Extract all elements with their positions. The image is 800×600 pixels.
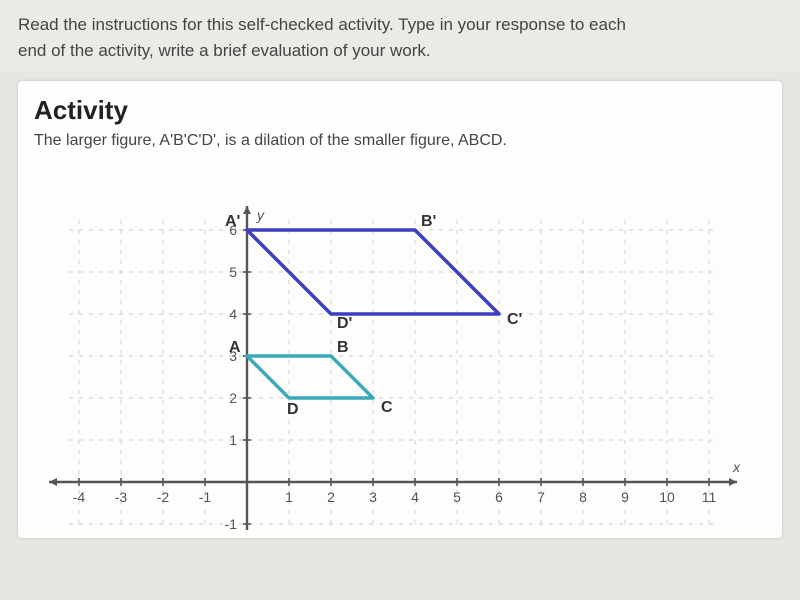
instructions-block: Read the instructions for this self-chec… (0, 0, 800, 71)
svg-text:7: 7 (537, 489, 545, 505)
svg-text:A: A (229, 339, 241, 356)
instructions-line-2: end of the activity, write a brief evalu… (18, 38, 782, 64)
svg-text:A': A' (225, 213, 240, 230)
svg-text:4: 4 (229, 306, 237, 322)
svg-text:5: 5 (453, 489, 461, 505)
coordinate-graph: -4-3-2-11234567891011-1123456xyA'B'C'D'A… (34, 160, 754, 530)
svg-text:-3: -3 (115, 489, 128, 505)
svg-text:2: 2 (327, 489, 335, 505)
svg-text:D: D (287, 401, 299, 418)
svg-text:-1: -1 (199, 489, 212, 505)
svg-text:4: 4 (411, 489, 419, 505)
svg-text:-1: -1 (225, 516, 238, 530)
svg-text:D': D' (337, 315, 352, 332)
svg-text:11: 11 (702, 489, 717, 505)
svg-text:-2: -2 (157, 489, 170, 505)
svg-text:B: B (337, 339, 349, 356)
svg-text:B': B' (421, 213, 436, 230)
svg-text:-4: -4 (73, 489, 86, 505)
svg-text:10: 10 (659, 489, 675, 505)
svg-text:6: 6 (495, 489, 503, 505)
svg-text:1: 1 (229, 432, 237, 448)
svg-text:8: 8 (579, 489, 587, 505)
svg-text:C': C' (507, 311, 522, 328)
svg-text:2: 2 (229, 390, 237, 406)
svg-text:C: C (381, 399, 393, 416)
instructions-line-1: Read the instructions for this self-chec… (18, 12, 782, 38)
activity-description: The larger figure, A'B'C'D', is a dilati… (34, 132, 766, 150)
svg-text:3: 3 (369, 489, 377, 505)
svg-text:5: 5 (229, 264, 237, 280)
svg-text:y: y (256, 207, 265, 223)
svg-text:9: 9 (621, 489, 629, 505)
svg-text:1: 1 (285, 489, 293, 505)
activity-title: Activity (34, 95, 766, 126)
activity-card: Activity The larger figure, A'B'C'D', is… (18, 81, 782, 538)
svg-text:x: x (732, 459, 741, 475)
graph-svg: -4-3-2-11234567891011-1123456xyA'B'C'D'A… (34, 160, 754, 530)
